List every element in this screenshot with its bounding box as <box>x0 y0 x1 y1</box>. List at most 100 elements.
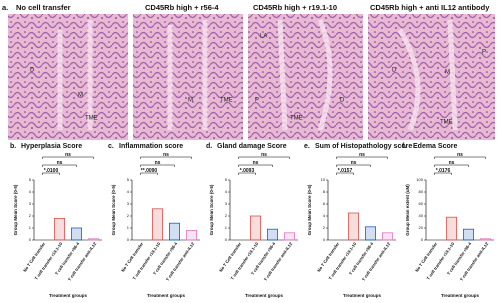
y-tick-label: 0 <box>323 237 326 242</box>
region-label: D <box>30 68 35 74</box>
bar <box>479 238 491 241</box>
x-axis-label: Treatment groups <box>245 293 284 298</box>
significance-bracket <box>336 172 354 175</box>
x-axis-label: Treatment groups <box>147 293 186 298</box>
significance-label: ns <box>457 152 463 158</box>
significance-bracket <box>238 164 273 167</box>
significance-label: *.0176 <box>436 168 451 174</box>
y-tick-label: 0 <box>29 237 32 242</box>
panel-letter: a. <box>2 3 8 12</box>
image-title: CD45Rb high + r56-4 <box>145 3 219 12</box>
significance-bracket <box>434 172 452 175</box>
region-label: LA <box>260 34 267 40</box>
chart-title: Gland damage Score <box>217 143 287 150</box>
bar <box>462 228 474 241</box>
y-tick-label: 5 <box>29 177 32 182</box>
y-tick-label: 2 <box>323 225 326 230</box>
significance-bracket <box>42 164 77 167</box>
significance-label: ns <box>359 152 365 158</box>
y-tick-label: 60 <box>419 201 424 206</box>
y-tick-label: 1 <box>225 225 228 230</box>
chart-title: Hyperplasia Score <box>21 143 82 150</box>
bar <box>88 238 100 241</box>
significance-bracket <box>140 164 175 167</box>
bar <box>151 208 163 241</box>
significance-bracket <box>42 156 94 159</box>
y-tick-label: 8 <box>323 189 326 194</box>
region-label: TME <box>85 116 98 122</box>
significance-bracket <box>434 156 486 159</box>
y-tick-label: 4 <box>127 189 130 194</box>
region-label: TME <box>440 120 453 126</box>
significance-label: ns <box>449 160 455 166</box>
significance-bracket <box>42 172 60 175</box>
region-label: M <box>188 98 193 104</box>
y-tick-label: 0 <box>127 237 130 242</box>
bar <box>71 227 83 241</box>
region-label: TME <box>220 98 233 104</box>
region-label: M <box>445 70 450 76</box>
significance-bracket <box>140 172 158 175</box>
bar <box>364 226 376 241</box>
y-tick-label: 2 <box>225 213 228 218</box>
y-tick-label: 3 <box>225 201 228 206</box>
bar <box>266 228 278 241</box>
significance-label: ns <box>261 152 267 158</box>
y-tick-label: 100 <box>416 177 423 182</box>
y-tick-label: 5 <box>127 177 130 182</box>
y-tick-label: 0 <box>225 237 228 242</box>
y-tick-label: 4 <box>29 189 32 194</box>
y-tick-label: 80 <box>419 189 424 194</box>
panel-letter: b. <box>10 143 16 150</box>
histology-image <box>133 14 243 140</box>
y-tick-label: 1 <box>127 225 130 230</box>
bar <box>185 229 197 241</box>
significance-bracket <box>434 164 469 167</box>
x-axis-label: Treatment groups <box>343 293 382 298</box>
significance-bracket <box>140 156 192 159</box>
y-axis-label: Group Mean Score (0-5) <box>307 184 312 235</box>
histology-image <box>8 14 128 140</box>
significance-label: ns <box>155 160 161 166</box>
region-label: D <box>340 98 345 104</box>
histology-panels <box>8 14 495 140</box>
y-tick-label: 40 <box>419 213 424 218</box>
panel-letter: e. <box>304 143 310 150</box>
y-tick-label: 1 <box>29 225 32 230</box>
image-title: CD45Rb high + r19.1-10 <box>253 3 337 12</box>
y-tick-label: 20 <box>419 225 424 230</box>
significance-bracket <box>336 156 388 159</box>
x-axis-label: Treatment groups <box>49 293 88 298</box>
significance-bracket <box>336 164 371 167</box>
bar <box>168 222 180 241</box>
significance-bracket <box>238 156 290 159</box>
significance-label: **.0090 <box>141 168 158 174</box>
significance-label: ns <box>253 160 259 166</box>
chart-title: Inflammation score <box>119 143 183 150</box>
chart-title: Sum of Histopathology score <box>315 143 412 150</box>
significance-bracket <box>238 172 256 175</box>
y-tick-label: 3 <box>127 201 130 206</box>
y-tick-label: 2 <box>127 213 130 218</box>
significance-label: *.0093 <box>240 168 255 174</box>
significance-label: *.0100 <box>44 168 59 174</box>
bar <box>445 216 457 241</box>
histology-image <box>368 14 495 140</box>
region-label: M <box>78 93 83 99</box>
image-title: CD45Rb high + anti IL12 antibody <box>370 3 490 12</box>
y-tick-label: 6 <box>323 201 326 206</box>
bar <box>283 232 295 241</box>
region-label: P <box>255 98 259 104</box>
y-axis-label: Group Mean Score (0-5) <box>13 184 18 235</box>
significance-label: *.0157 <box>338 168 353 174</box>
panel-letter: d. <box>206 143 212 150</box>
histology-image <box>248 14 363 140</box>
y-tick-label: 0 <box>421 237 424 242</box>
charts: b. Hyperplasia Score Group Mean Score (0-5… <box>10 143 494 298</box>
bar <box>347 212 359 241</box>
y-tick-label: 5 <box>225 177 228 182</box>
x-axis-label: Treatment groups <box>441 293 480 298</box>
y-axis-label: Group Mean extent (uM) <box>405 184 410 236</box>
y-tick-label: 4 <box>323 213 326 218</box>
